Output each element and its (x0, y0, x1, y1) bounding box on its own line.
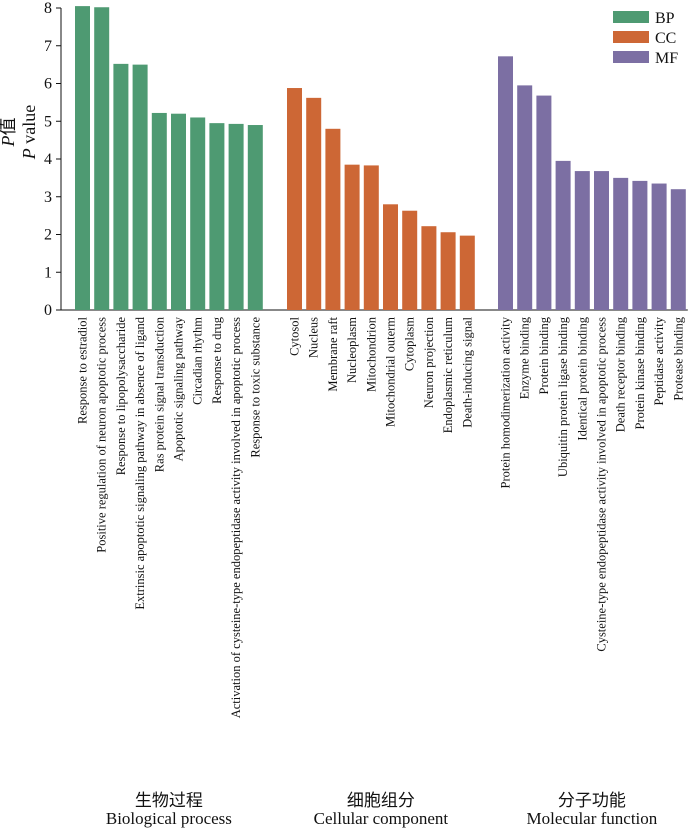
bar-bp-9 (228, 123, 244, 310)
bar-mf-8 (632, 180, 648, 310)
group-title-en-cc: Cellular component (314, 809, 449, 828)
bar-bp-7 (190, 117, 206, 310)
category-label-cc-9: Endoplasmic reticulum (441, 317, 455, 434)
legend-swatch-cc (613, 31, 649, 43)
group-title-cn-cc: 细胞组分 (347, 791, 415, 810)
legend-label-cc: CC (655, 30, 676, 47)
category-label-bp-7: Circadian rhythm (191, 317, 205, 405)
category-label-mf-9: Peptidase activity (652, 316, 666, 405)
category-label-cc-3: Membrane raft (326, 316, 340, 391)
bar-mf-9 (651, 183, 667, 310)
category-label-cc-6: Mitochondrial outerm (384, 317, 398, 427)
category-label-cc-1: Cytosol (288, 316, 302, 355)
category-label-bp-5: Ras protein signal transduction (152, 316, 166, 472)
bar-cc-6 (383, 204, 398, 310)
legend-label-mf: MF (655, 50, 678, 67)
y-axis-label-rest: 值 (0, 118, 18, 136)
y-tick-label: 6 (44, 76, 52, 93)
y-axis-label-cn: P值 (0, 118, 18, 148)
bar-mf-10 (670, 189, 686, 310)
category-label-mf-1: Protein homodimerization activity (499, 316, 513, 488)
category-label-mf-6: Cysteine-type endopeptidase activity inv… (595, 317, 609, 652)
bar-bp-8 (209, 123, 225, 310)
category-label-mf-10: Protease binding (671, 316, 685, 400)
bar-mf-1 (498, 56, 513, 310)
category-label-mf-3: Protein binding (537, 316, 551, 394)
category-label-bp-8: Response to drug (210, 316, 224, 404)
y-tick-label: 4 (44, 151, 52, 168)
group-title-en-mf: Molecular function (527, 809, 658, 828)
category-label-bp-6: Apoptotic signaling pathway (172, 316, 186, 461)
category-label-mf-8: Protein kinase binding (633, 316, 647, 429)
category-label-bp-4: Extrinsic apoptotic signaling pathway in… (133, 316, 147, 609)
y-tick-label: 2 (44, 227, 52, 244)
bar-bp-5 (151, 112, 167, 310)
category-label-bp-2: Positive regulation of neuron apoptotic … (95, 317, 109, 553)
bar-cc-4 (344, 164, 360, 310)
bar-bp-3 (113, 63, 129, 311)
category-label-mf-5: Identical protein binding (575, 316, 589, 440)
category-label-bp-1: Response to estradiol (76, 316, 90, 423)
bar-mf-7 (613, 177, 629, 310)
y-tick-label: 7 (44, 38, 52, 55)
legend-swatch-bp (613, 11, 649, 23)
y-axis-label-en: P value (19, 105, 39, 160)
y-tick-label: 1 (44, 264, 52, 281)
category-label-mf-2: Enzyme binding (518, 316, 532, 399)
y-tick-label: 3 (44, 189, 52, 206)
bar-bp-4 (132, 64, 148, 310)
category-label-cc-10: Death-inducing signal (460, 316, 474, 427)
bar-cc-2 (306, 97, 322, 310)
y-tick-label: 0 (44, 302, 52, 319)
group-title-en-bp: Biological process (106, 809, 232, 828)
y-axis-label-italic-part: P (19, 148, 39, 160)
bar-bp-1 (75, 6, 90, 311)
category-label-cc-4: Nucleoplasm (345, 317, 359, 383)
category-label-bp-10: Response to toxic substance (248, 317, 262, 458)
group-title-cn-mf: 分子功能 (558, 791, 626, 810)
category-label-mf-4: Ubiquitin protein ligase binding (556, 316, 570, 477)
bar-cc-1 (287, 88, 302, 310)
bars (75, 6, 686, 311)
y-tick-label: 5 (44, 113, 52, 130)
bar-mf-5 (574, 171, 590, 310)
bar-mf-4 (555, 160, 571, 310)
category-label-cc-2: Nucleus (307, 317, 321, 358)
category-label-bp-9: Activation of cysteine-type endopeptidas… (229, 317, 243, 718)
y-axis-label-italic-part: P (0, 136, 18, 148)
y-axis-label-rest: value (19, 105, 39, 148)
bar-cc-9 (440, 232, 456, 310)
bar-cc-10 (459, 235, 475, 310)
legend-label-bp: BP (655, 10, 675, 27)
group-title-cn-bp: 生物过程 (135, 791, 203, 810)
category-labels: Response to estradiol Positive regulation… (76, 316, 686, 718)
legend: BP CC MF (613, 10, 678, 67)
category-label-bp-3: Response to lipopolysaccharide (114, 317, 128, 476)
category-label-cc-8: Neuron projection (422, 316, 436, 408)
category-label-cc-7: Cytoplasm (403, 317, 417, 371)
bar-cc-8 (421, 226, 437, 310)
bar-mf-6 (594, 171, 609, 310)
category-label-mf-7: Death receptor binding (614, 316, 628, 432)
bar-mf-3 (536, 95, 552, 310)
bar-bp-6 (171, 113, 186, 310)
bar-cc-3 (325, 128, 341, 310)
bar-bp-10 (247, 125, 263, 311)
y-tick-label: 8 (44, 0, 52, 17)
bar-bp-2 (94, 7, 110, 311)
bar-cc-5 (363, 165, 379, 310)
legend-swatch-mf (613, 51, 649, 63)
bar-mf-2 (517, 85, 533, 310)
bar-cc-7 (402, 210, 418, 310)
category-label-cc-5: Mitochondrion (364, 316, 378, 392)
